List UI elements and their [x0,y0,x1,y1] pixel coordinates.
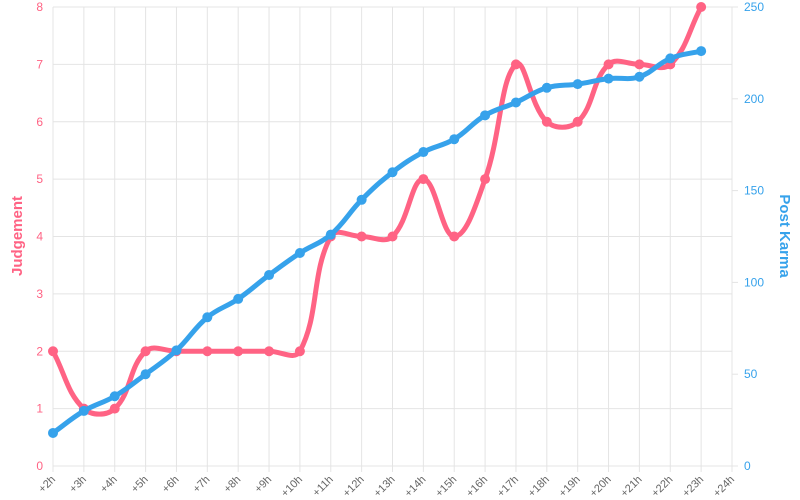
line [50,48,704,436]
point [449,231,460,242]
point [294,248,305,259]
point [603,59,614,70]
point [665,53,676,64]
point [48,346,58,357]
x-tick-label: +13h [372,474,398,500]
point [634,59,645,70]
y2-tick-label: 250 [744,0,764,14]
x-tick-label: +11h [310,474,335,499]
point [480,174,491,185]
x-tick-label: +9h [252,474,274,496]
y-tick-label: 7 [36,57,43,71]
point [634,71,645,82]
y-tick-label: 0 [36,459,43,473]
point [202,312,213,323]
point [109,391,120,402]
point [356,194,367,205]
x-tick-label: +16h [464,474,490,500]
y-tick-label: 1 [36,402,43,416]
x-tick-label: +7h [191,474,213,496]
point [140,369,151,380]
y-tick-label: 4 [36,230,43,244]
x-tick-label: +19h [557,474,583,500]
x-tick-label: +21h [619,474,645,500]
point [449,134,460,145]
point [140,346,151,357]
x-tick-label: +10h [279,474,305,500]
point [510,59,521,70]
point [541,82,552,93]
point [696,46,707,57]
point [572,116,583,127]
point [603,73,614,84]
point [264,346,275,357]
point [387,231,398,242]
point [233,293,244,304]
y2-tick-label: 0 [744,459,751,473]
x-tick-label: +5h [129,474,151,496]
x-tick-label: +20h [588,474,614,500]
y2-tick-label: 150 [744,184,764,198]
x-tick-label: +15h [433,474,459,500]
x-tick-label: +22h [649,474,675,500]
y2-tick-label: 100 [744,275,764,289]
point [696,2,707,12]
x-tick-label: +23h [680,474,706,500]
x-tick-label: +24h [711,474,737,500]
point [387,167,398,178]
x-tick-label: +12h [341,474,367,500]
y-tick-label: 8 [36,0,43,14]
x-tick-label: +14h [402,474,428,500]
x-tick-label: +8h [222,474,244,496]
point [418,174,429,185]
y-tick-label: 2 [36,344,43,358]
point [78,405,89,416]
point [510,97,521,108]
y-tick-label: 3 [36,287,43,301]
point [418,147,429,158]
point [294,346,305,357]
y-tick-label: 5 [36,172,43,186]
point [109,403,120,414]
point [264,270,275,281]
point [325,229,336,240]
point [480,110,491,121]
point [202,346,213,357]
x-tick-label: +17h [495,474,521,500]
y-axis-title: Judgement [9,196,26,276]
point [48,427,58,438]
y2-tick-label: 50 [744,367,758,381]
x-tick-label: +2h [36,474,58,496]
y-tick-label: 6 [36,115,43,129]
x-tick-label: +4h [98,474,120,496]
x-tick-label: +3h [67,474,89,496]
point [233,346,244,357]
x-tick-label: +6h [160,474,182,496]
y2-tick-label: 200 [744,92,764,106]
point [171,345,182,356]
point [572,79,583,90]
point [541,116,552,127]
point [356,231,367,242]
x-tick-label: +18h [526,474,552,500]
y2-axis-title: Post Karma [776,194,793,278]
